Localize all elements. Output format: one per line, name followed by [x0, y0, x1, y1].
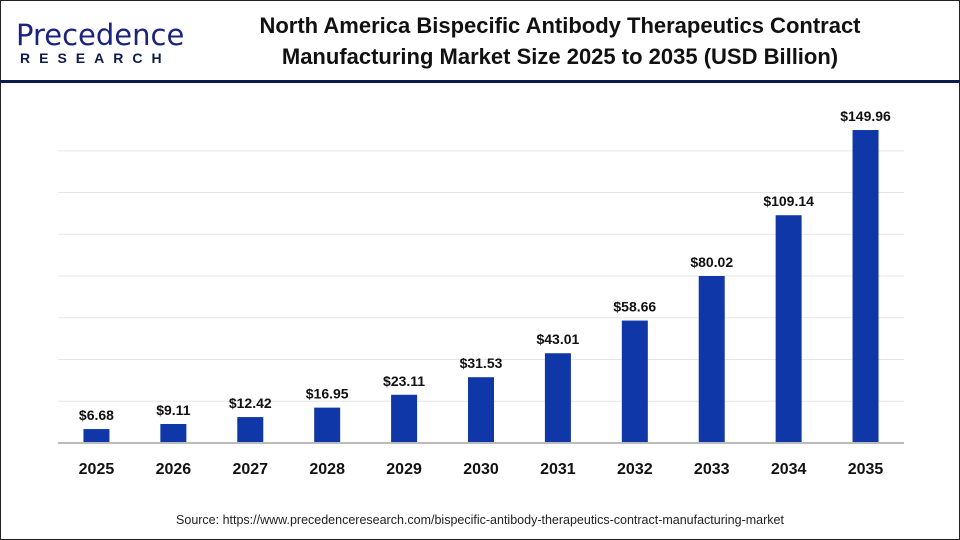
data-label: $58.66 [613, 299, 656, 315]
title-line-2: Manufacturing Market Size 2025 to 2035 (… [281, 44, 839, 69]
bar-2032 [621, 320, 648, 443]
data-label: $109.14 [763, 193, 814, 209]
data-label: $80.02 [690, 254, 733, 270]
x-tick-label: 2027 [232, 461, 268, 478]
bar-2030 [468, 377, 494, 443]
bar-2027 [237, 417, 264, 443]
data-label: $6.68 [79, 407, 114, 423]
data-label: $9.11 [156, 402, 190, 418]
x-tick-label: 2030 [463, 461, 499, 478]
title-line-1: North America Bispecific Antibody Therap… [259, 13, 861, 38]
bar-2031 [544, 353, 571, 443]
data-label: $23.11 [383, 373, 425, 389]
chart-title: North America Bispecific Antibody Therap… [200, 10, 920, 72]
source-note: Source: https://www.precedenceresearch.c… [176, 513, 784, 527]
x-tick-label: 2035 [848, 461, 884, 478]
x-tick-label: 2029 [386, 461, 422, 478]
x-tick-label: 2028 [309, 461, 345, 478]
data-label: $149.96 [840, 108, 891, 124]
bar-2033 [698, 275, 725, 443]
bar-2026 [160, 423, 187, 443]
x-tick-label: 2033 [694, 461, 730, 478]
logo-sub-text: RESEARCH [20, 50, 171, 66]
logo: Precedence RESEARCH [16, 20, 184, 66]
x-tick-label: 2034 [771, 461, 807, 478]
data-label: $16.95 [306, 386, 349, 402]
bar-2034 [775, 215, 802, 443]
x-tick-label: 2032 [617, 461, 653, 478]
x-tick-label: 2026 [156, 461, 192, 478]
data-label: $43.01 [536, 331, 579, 347]
bar-2029 [391, 394, 418, 443]
bar-2035 [852, 130, 879, 443]
bar-2028 [314, 407, 341, 443]
x-tick-label: 2031 [540, 461, 576, 478]
logo-main-text: Precedence [16, 18, 185, 52]
header-divider [0, 80, 960, 83]
data-label: $31.53 [460, 355, 503, 371]
bar-2025 [83, 429, 110, 443]
x-tick-label: 2025 [79, 461, 115, 478]
data-label: $12.42 [229, 395, 272, 411]
